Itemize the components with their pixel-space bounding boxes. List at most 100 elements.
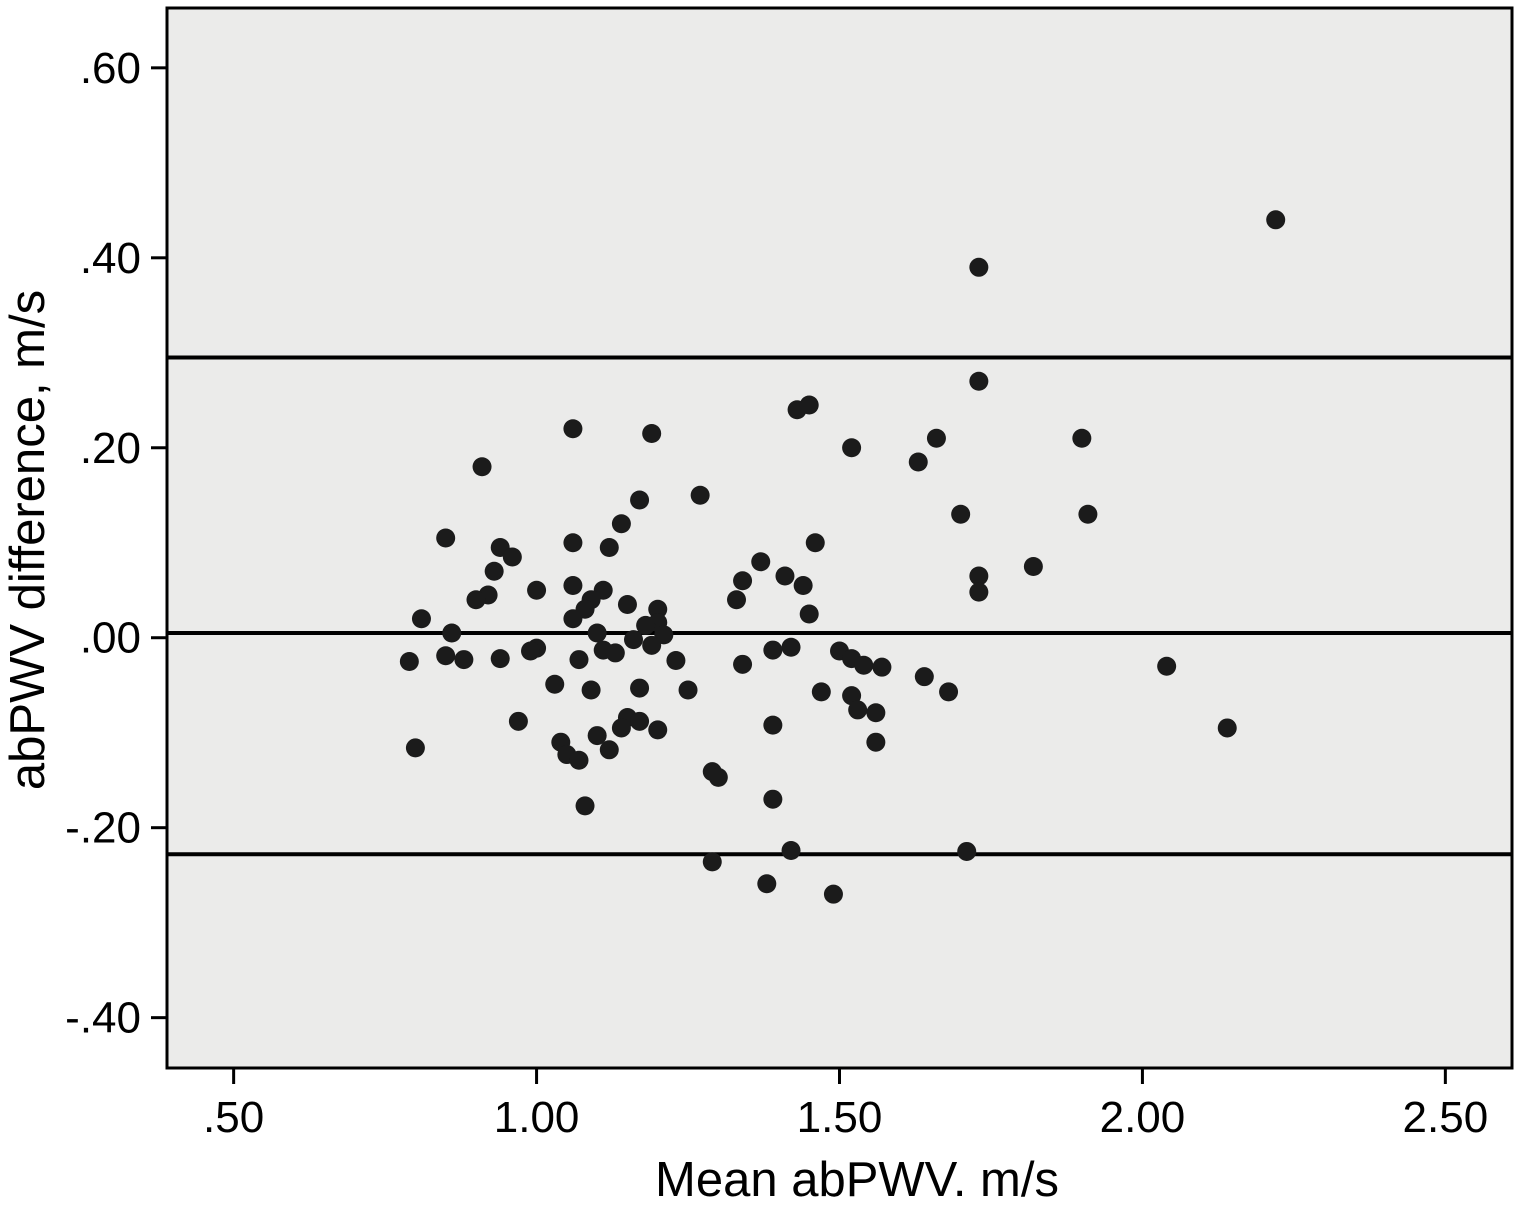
axis-ticks: .50 1.00 1.50 2.00 2.50 .60 .40 .20 .00 -.20 -.40 — [65, 44, 1488, 1142]
data-point — [842, 686, 862, 706]
data-point — [611, 514, 631, 534]
x-tick-label: .50 — [203, 1093, 264, 1142]
data-point — [1072, 428, 1092, 448]
data-point — [563, 609, 583, 629]
data-point — [763, 715, 783, 735]
data-point — [969, 566, 989, 586]
y-tick-label: -.40 — [65, 994, 141, 1043]
data-point — [502, 547, 522, 567]
x-tick-label: 2.00 — [1100, 1093, 1186, 1142]
data-point — [914, 667, 934, 687]
data-point — [648, 599, 668, 619]
x-axis-title: Mean abPWV. m/s — [655, 1153, 1059, 1207]
data-point — [866, 732, 886, 752]
x-tick-label: 1.00 — [494, 1093, 580, 1142]
data-point — [630, 490, 650, 510]
data-point — [484, 561, 504, 581]
data-point — [781, 637, 801, 657]
y-axis-title: abPWV difference, m/s — [1, 290, 55, 790]
x-tick-label: 2.50 — [1403, 1093, 1489, 1142]
data-point — [436, 646, 456, 666]
data-point — [763, 640, 783, 660]
data-point — [702, 852, 722, 872]
data-point — [708, 767, 728, 787]
data-point — [854, 655, 874, 675]
data-point — [939, 682, 959, 702]
data-point — [630, 678, 650, 698]
data-point — [733, 571, 753, 591]
reference-lines — [167, 355, 1512, 857]
y-tick-label: .00 — [80, 614, 141, 663]
data-point — [648, 720, 668, 740]
data-point — [472, 457, 492, 477]
data-point — [1217, 718, 1237, 738]
data-point — [527, 580, 547, 600]
y-tick-label: .20 — [80, 424, 141, 473]
data-point — [926, 428, 946, 448]
data-point — [569, 750, 589, 770]
data-point — [751, 552, 771, 572]
y-tick-label: -.20 — [65, 804, 141, 853]
data-point — [805, 533, 825, 553]
plot-area — [165, 6, 1514, 1070]
data-point — [563, 575, 583, 595]
data-point — [466, 590, 486, 610]
data-point — [490, 649, 510, 669]
data-point — [563, 533, 583, 553]
x-tick-label: 1.50 — [797, 1093, 883, 1142]
data-point — [866, 703, 886, 723]
data-point — [630, 711, 650, 731]
data-point — [666, 651, 686, 671]
data-point — [1157, 656, 1177, 676]
data-point — [521, 641, 541, 661]
data-point — [872, 657, 892, 677]
data-point — [545, 674, 565, 694]
data-point — [1266, 210, 1286, 230]
data-point — [436, 528, 456, 548]
scatter-points — [399, 210, 1286, 904]
data-point — [599, 740, 619, 760]
data-point — [569, 650, 589, 670]
data-point — [605, 643, 625, 663]
data-point — [587, 726, 607, 746]
data-point — [678, 680, 698, 700]
data-point — [757, 874, 777, 894]
data-point — [599, 537, 619, 557]
data-point — [563, 419, 583, 439]
data-point — [799, 604, 819, 624]
data-point — [957, 841, 977, 861]
data-point — [908, 452, 928, 472]
data-point — [811, 682, 831, 702]
data-point — [690, 485, 710, 505]
y-tick-label: .40 — [80, 234, 141, 283]
data-point — [454, 650, 474, 670]
data-point — [969, 371, 989, 391]
data-point — [642, 424, 662, 444]
data-point — [799, 395, 819, 415]
data-point — [842, 438, 862, 458]
data-point — [969, 257, 989, 277]
y-tick-label: .60 — [80, 44, 141, 93]
data-point — [823, 884, 843, 904]
data-point — [581, 680, 601, 700]
data-point — [1023, 556, 1043, 576]
data-point — [969, 582, 989, 602]
data-point — [951, 504, 971, 524]
data-point — [405, 738, 425, 758]
data-point — [763, 789, 783, 809]
data-point — [781, 840, 801, 860]
data-point — [642, 635, 662, 655]
data-point — [1078, 504, 1098, 524]
data-point — [411, 609, 431, 629]
data-point — [793, 575, 813, 595]
data-point — [587, 623, 607, 643]
data-point — [611, 718, 631, 738]
data-point — [399, 651, 419, 671]
data-point — [848, 700, 868, 720]
data-point — [442, 623, 462, 643]
data-point — [617, 594, 637, 614]
data-point — [775, 566, 795, 586]
data-point — [508, 711, 528, 731]
